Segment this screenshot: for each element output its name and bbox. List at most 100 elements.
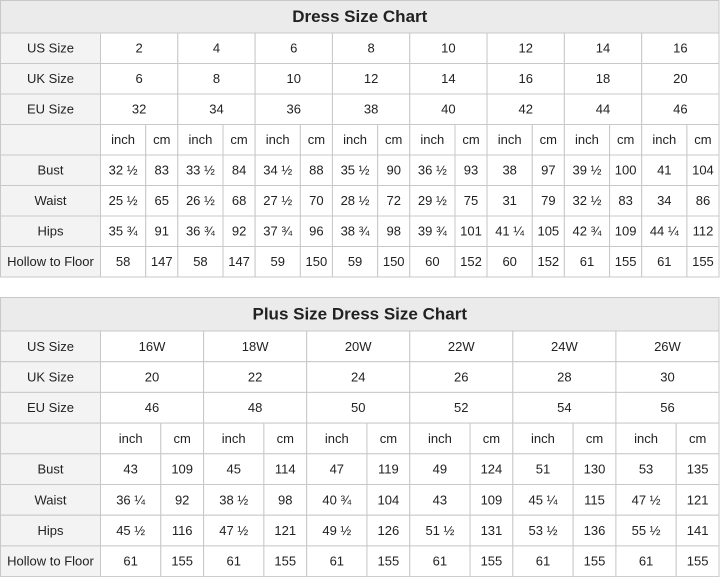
size-value-cell (254, 63, 333, 95)
measure-cm: 147 (151, 254, 173, 269)
unit-label: cm (586, 431, 603, 446)
measure-cm: 155 (692, 254, 714, 269)
size-value-cell (512, 361, 617, 393)
measure-inch-cell (177, 246, 224, 278)
size-value-cell (512, 330, 617, 363)
measure-inch: 47 ½ (219, 523, 248, 538)
size-value: 22 (248, 369, 262, 384)
measure-cm: 116 (172, 523, 193, 538)
size-value: 16W (139, 339, 166, 354)
unit-label-cell (469, 422, 514, 455)
measure-cm: 147 (228, 254, 250, 269)
unit-label-cell (512, 422, 574, 455)
measure-cm: 155 (687, 554, 709, 569)
size-value: 16 (518, 71, 532, 86)
size-value: 14 (596, 41, 610, 56)
size-value-cell (563, 93, 643, 125)
measure-inch-cell (100, 484, 162, 516)
measure-cm-cell (572, 453, 617, 485)
unit-label: inch (498, 132, 522, 147)
size-value-cell (203, 330, 308, 363)
measure-cm: 109 (481, 492, 503, 507)
measure-inch-cell (100, 154, 147, 186)
measure-cm: 121 (274, 523, 296, 538)
row-label-cell (0, 32, 101, 64)
size-value-cell (177, 93, 256, 125)
measure-inch: 35 ½ (341, 163, 370, 178)
measure-cm-cell (145, 154, 179, 186)
size-value: 22W (448, 339, 475, 354)
unit-label: inch (119, 431, 143, 446)
measure-cm: 155 (378, 554, 400, 569)
size-value: 24W (551, 339, 578, 354)
measure-inch: 28 ½ (341, 193, 370, 208)
size-value-cell (100, 330, 205, 363)
size-value-cell (641, 32, 720, 64)
measure-cm-cell (160, 484, 205, 516)
unit-label: cm (385, 132, 402, 147)
table-title: Dress Size Chart (292, 7, 427, 26)
size-value: 20 (673, 71, 687, 86)
measure-inch: 61 (433, 554, 447, 569)
measure-cm-cell (299, 246, 333, 278)
measure-inch-cell (486, 185, 533, 217)
size-value: 4 (213, 41, 220, 56)
measure-inch: 49 (433, 462, 447, 477)
measure-inch: 31 (502, 193, 516, 208)
measure-inch: 41 (657, 163, 671, 178)
measure-cm: 130 (584, 462, 606, 477)
size-value: 26 (454, 369, 468, 384)
measure-cm: 104 (378, 492, 400, 507)
size-value-cell (409, 391, 514, 424)
measure-cm-cell (609, 185, 643, 217)
measure-cm: 155 (615, 254, 637, 269)
measure-inch: 38 ½ (219, 492, 248, 507)
measure-inch-cell (409, 246, 456, 278)
measure-cm: 152 (460, 254, 482, 269)
measure-inch: 41 ¼ (495, 224, 524, 239)
measure-inch: 35 ¾ (109, 224, 138, 239)
measure-cm-cell (299, 215, 333, 247)
size-value: 8 (213, 71, 220, 86)
size-value: 46 (145, 400, 159, 415)
row-label: Bust (37, 462, 63, 477)
size-value-cell (486, 32, 565, 64)
measure-inch: 36 ½ (418, 163, 447, 178)
row-label-cell (0, 391, 101, 424)
measure-inch-cell (100, 246, 147, 278)
measure-cm: 119 (378, 462, 399, 477)
measure-cm-cell (377, 246, 411, 278)
unit-label: inch (634, 431, 658, 446)
measure-cm: 97 (541, 163, 555, 178)
row-label: Waist (34, 492, 66, 507)
size-value-cell (641, 93, 720, 125)
measure-cm-cell (686, 185, 720, 217)
size-value: 34 (209, 102, 223, 117)
measure-cm: 150 (383, 254, 405, 269)
measure-cm: 155 (171, 554, 193, 569)
measure-inch: 45 ½ (116, 523, 145, 538)
measure-inch: 32 ½ (573, 193, 602, 208)
size-value: 12 (364, 71, 378, 86)
measure-inch: 53 ½ (529, 523, 558, 538)
measure-inch: 61 (657, 254, 671, 269)
measure-cm: 121 (687, 492, 709, 507)
measure-cm: 105 (537, 224, 559, 239)
measure-cm-cell (377, 154, 411, 186)
measure-inch: 38 ¾ (341, 224, 370, 239)
measure-inch-cell (641, 185, 688, 217)
row-label: Hips (37, 224, 64, 239)
size-value-cell (306, 361, 411, 393)
unit-label: inch (266, 132, 290, 147)
row-label: Hollow to Floor (7, 554, 94, 569)
measure-cm: 135 (687, 462, 709, 477)
measure-cm-cell (222, 185, 256, 217)
measure-cm: 155 (274, 554, 296, 569)
measure-cm-cell (454, 154, 488, 186)
measure-inch: 60 (502, 254, 516, 269)
measure-inch-cell (409, 154, 456, 186)
row-label: UK Size (27, 369, 74, 384)
size-value: 36 (287, 102, 301, 117)
measure-inch-cell (203, 514, 265, 547)
unit-label-cell (409, 124, 456, 156)
